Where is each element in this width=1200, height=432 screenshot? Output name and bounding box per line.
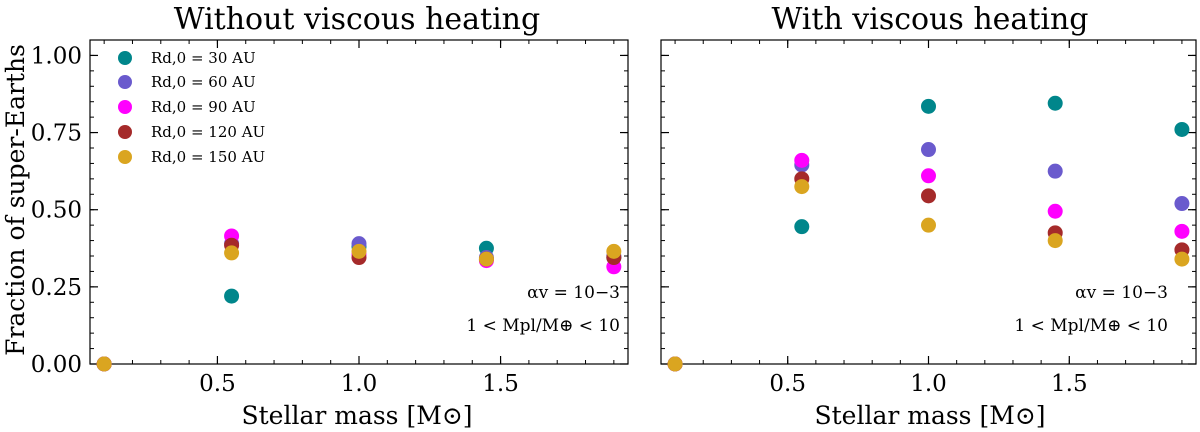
plot-panel-right: 0.5 1.0 1.5 xyxy=(660,39,1197,397)
x-tick-label: 1.5 xyxy=(482,371,519,397)
legend-marker-120au xyxy=(118,125,132,139)
data-point-right-series-0 xyxy=(794,219,810,235)
legend-label-60au: Rd,0 = 60 AU xyxy=(151,73,256,91)
legend-label-120au: Rd,0 = 120 AU xyxy=(151,123,265,141)
legend: Rd,0 = 30 AU Rd,0 = 60 AU Rd,0 = 90 AU R… xyxy=(118,49,265,166)
x-tick-label: 1.0 xyxy=(341,371,378,397)
data-point-left-series-4 xyxy=(224,245,240,261)
data-point-right-series-1 xyxy=(1047,163,1063,179)
data-point-right-series-2 xyxy=(1174,223,1190,239)
data-point-right-series-1 xyxy=(921,142,936,158)
data-point-left-series-4 xyxy=(478,251,494,267)
legend-marker-150au xyxy=(118,150,132,164)
data-point-left-series-0 xyxy=(224,288,240,304)
chart-title-left: Without viscous heating xyxy=(174,2,540,37)
data-point-left-series-4 xyxy=(606,243,622,259)
data-point-right-series-4 xyxy=(667,356,683,372)
legend-label-30au: Rd,0 = 30 AU xyxy=(151,49,256,67)
x-axis-label-right: Stellar mass [M⊙] xyxy=(814,401,1045,430)
annotation-mass-range-left: 1 < Mpl/M⊕ < 10 xyxy=(466,316,620,336)
y-tick-label: 1.00 xyxy=(31,43,82,69)
annotation-mass-range-right: 1 < Mpl/M⊕ < 10 xyxy=(1014,316,1168,336)
data-point-right-series-3 xyxy=(921,188,936,204)
data-point-right-series-2 xyxy=(921,168,936,184)
x-tick-label: 1.0 xyxy=(910,371,947,397)
data-point-left-series-4 xyxy=(351,243,367,259)
data-point-right-series-4 xyxy=(921,217,936,233)
data-point-right-series-4 xyxy=(1174,251,1190,267)
data-point-right-series-4 xyxy=(1047,233,1063,249)
y-tick-label: 0.00 xyxy=(31,352,82,378)
x-axis-label-left: Stellar mass [M⊙] xyxy=(241,401,472,430)
data-point-right-series-4 xyxy=(794,179,810,195)
legend-marker-90au xyxy=(118,100,132,114)
data-point-right-series-0 xyxy=(921,98,936,114)
data-point-right-series-0 xyxy=(1174,121,1190,137)
plot-panel-left: 0.5 1.0 1.5 0.00 0.25 0.50 0.75 1.00 xyxy=(31,39,629,397)
legend-label-90au: Rd,0 = 90 AU xyxy=(151,98,256,116)
data-point-right-series-0 xyxy=(1047,95,1063,111)
data-point-right-series-1 xyxy=(1174,196,1190,212)
legend-marker-60au xyxy=(118,75,132,89)
x-tick-label: 0.5 xyxy=(769,371,806,397)
legend-label-150au: Rd,0 = 150 AU xyxy=(151,148,265,166)
chart-title-right: With viscous heating xyxy=(771,2,1088,37)
data-point-right-series-2 xyxy=(1047,203,1063,219)
annotation-alpha-right: αv = 10−3 xyxy=(1075,283,1168,303)
y-tick-label: 0.25 xyxy=(31,275,82,301)
y-tick-label: 0.75 xyxy=(31,121,82,147)
x-tick-label: 0.5 xyxy=(199,371,236,397)
y-tick-label: 0.50 xyxy=(31,198,82,224)
x-tick-label: 1.5 xyxy=(1051,371,1088,397)
legend-marker-30au xyxy=(118,51,132,65)
data-point-left-series-4 xyxy=(96,356,112,372)
data-point-right-series-2 xyxy=(794,152,810,168)
annotation-alpha-left: αv = 10−3 xyxy=(527,283,620,303)
y-axis-label-left: Fraction of super-Earths xyxy=(1,44,30,356)
